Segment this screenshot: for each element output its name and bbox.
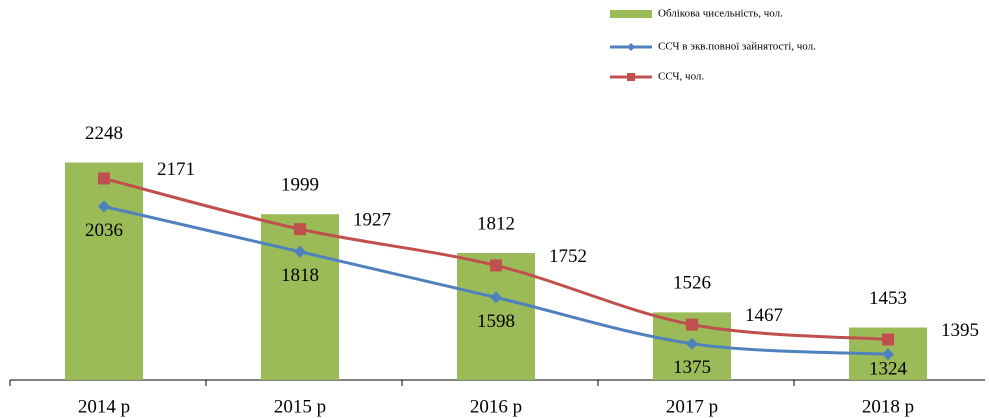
marker: [294, 245, 306, 258]
point-label: 1927: [353, 210, 391, 231]
marker: [294, 223, 306, 236]
bar-label: 1526: [673, 273, 711, 294]
point-label: 1598: [477, 311, 515, 332]
marker: [882, 348, 894, 361]
point-label: 2171: [157, 159, 195, 180]
marker: [882, 333, 894, 346]
bar: [261, 214, 339, 380]
point-label: 1395: [941, 320, 979, 341]
point-label: 1752: [549, 246, 587, 267]
legend-marker: [627, 43, 635, 51]
bar-label: 2248: [85, 123, 123, 144]
point-label: 1375: [673, 357, 711, 378]
legend-marker: [627, 73, 635, 81]
bar-label: 1453: [869, 288, 907, 309]
marker: [686, 337, 698, 350]
bar-label: 1812: [477, 213, 515, 234]
legend-label: ССЧ в экв.повної зайнятості, чол.: [658, 41, 816, 53]
point-label: 2036: [85, 220, 123, 241]
x-tick-label: 2016 р: [470, 396, 522, 417]
point-label: 1467: [745, 305, 783, 326]
x-tick-label: 2014 р: [78, 396, 130, 417]
x-tick-label: 2018 р: [862, 396, 914, 417]
legend-label: Облікова чисельність, чол.: [658, 8, 783, 20]
legend-swatch: [610, 10, 652, 18]
legend-label: ССЧ, чол.: [658, 71, 704, 83]
point-label: 1818: [281, 265, 319, 286]
marker: [98, 200, 110, 213]
x-tick-label: 2017 р: [666, 396, 718, 417]
bar: [65, 162, 143, 380]
marker: [490, 291, 502, 304]
marker: [686, 318, 698, 331]
bar-label: 1999: [281, 175, 319, 196]
marker: [490, 259, 502, 272]
point-label: 1324: [869, 358, 908, 379]
x-tick-label: 2015 р: [274, 396, 326, 417]
marker: [98, 172, 110, 185]
